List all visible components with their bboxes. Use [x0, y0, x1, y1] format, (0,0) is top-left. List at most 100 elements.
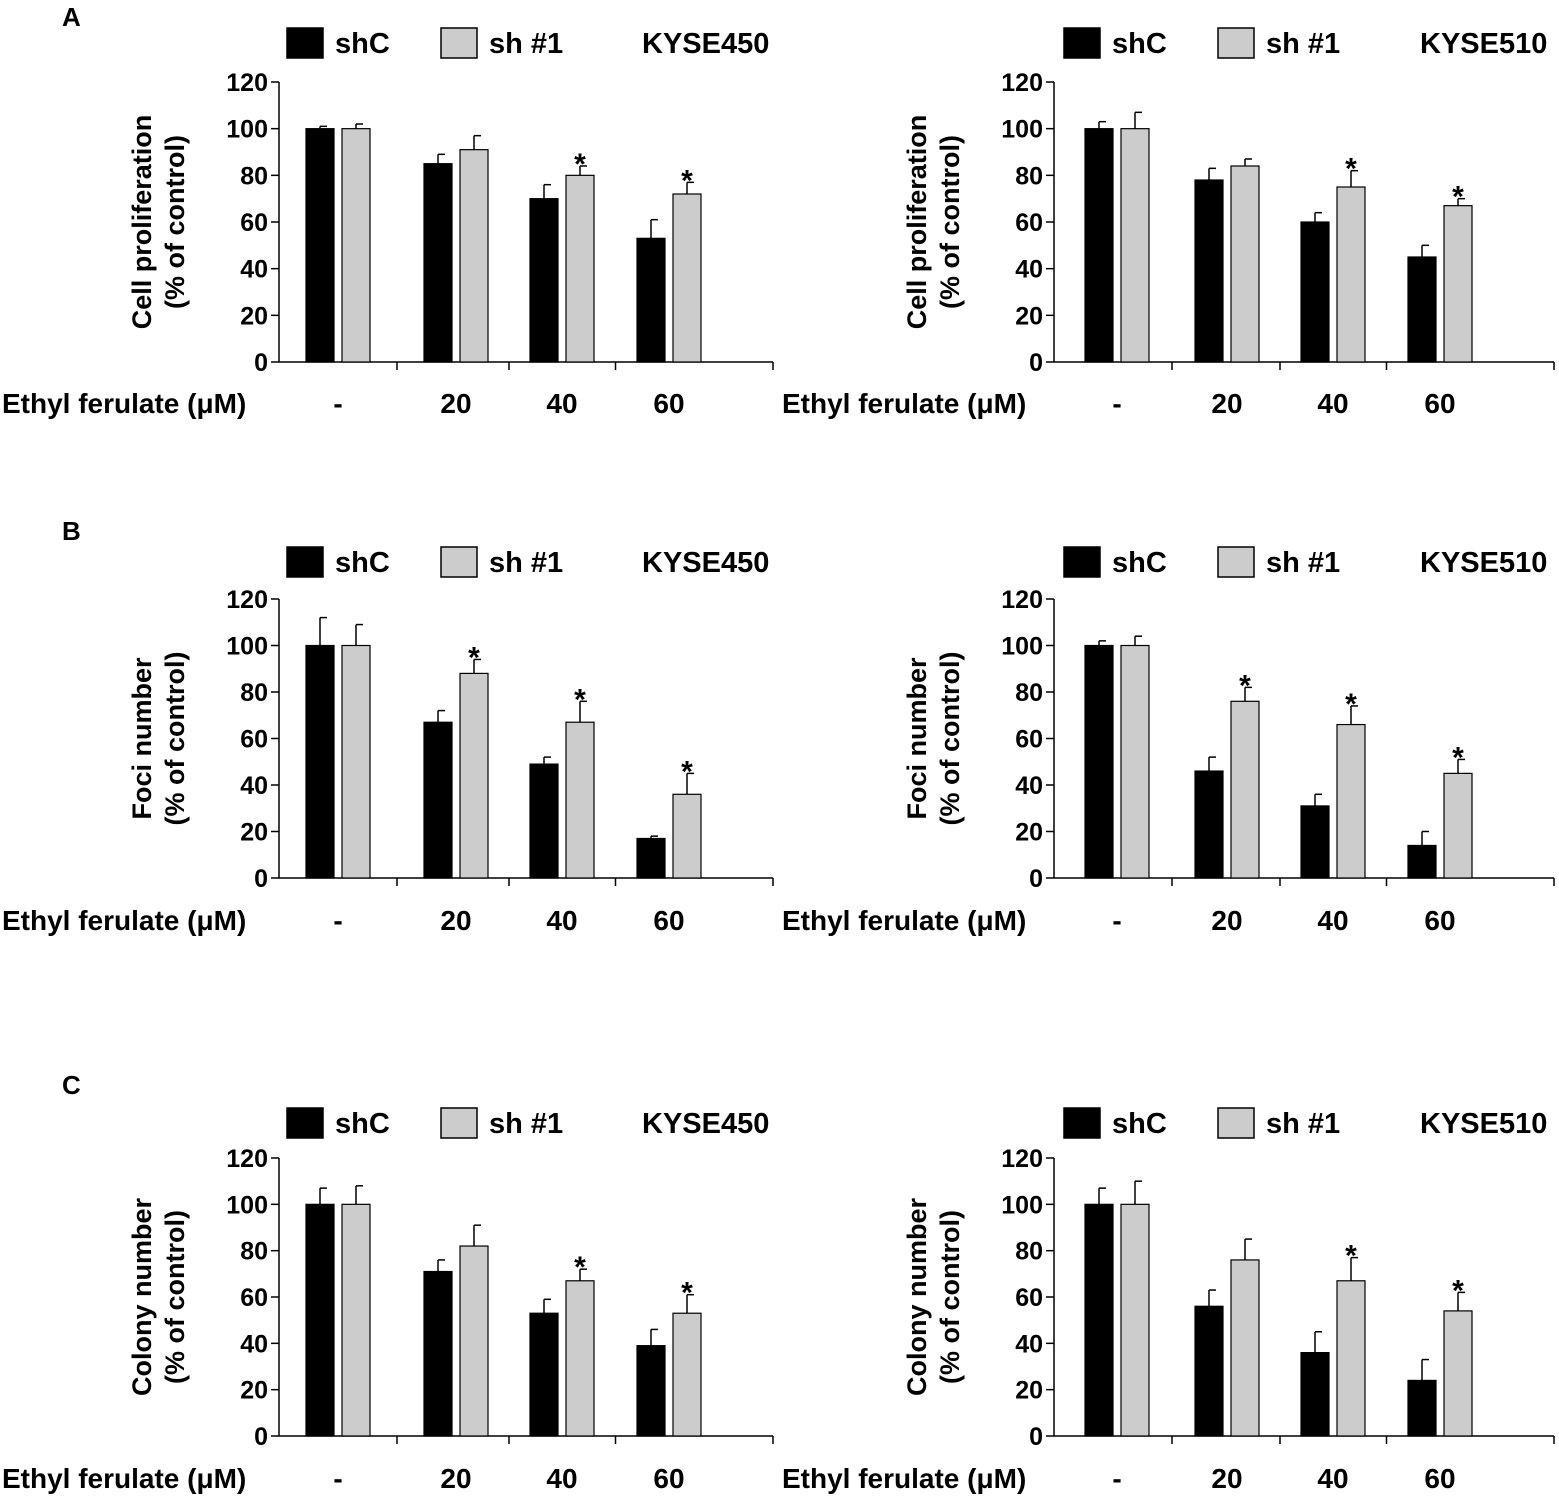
chart-a-kyse510-bar-shc-40 [1300, 221, 1330, 363]
chart-a-kyse510-y-axis-label-line1: Cell proliferation [902, 115, 932, 330]
chart-c-kyse450-x-category-label-2: 40 [546, 1463, 577, 1494]
chart-b-kyse510-bar-sh1-20 [1230, 700, 1260, 879]
chart-b-kyse450-bar-shc-ctrl [305, 644, 335, 879]
chart-b-kyse510-significance-sh1-40: * [1345, 688, 1357, 721]
chart-b-kyse510-bar-shc-60 [1407, 844, 1437, 879]
chart-c-kyse510-x-category-label-1: 20 [1211, 1463, 1242, 1494]
chart-b-kyse510-y-axis-label-line1: Foci number [902, 657, 932, 820]
chart-c-kyse450-bar-shc-60 [636, 1345, 666, 1437]
chart-a-kyse450-legend-label-shc: shC [335, 28, 390, 60]
chart-c-kyse510-bar-shc-40 [1300, 1351, 1330, 1437]
chart-c-kyse510-legend-swatch-shc [1063, 1107, 1101, 1139]
chart-c-kyse450-bar-sh1-40 [565, 1280, 595, 1437]
chart-a-kyse450-y-tick-label-40: 40 [240, 256, 268, 284]
chart-b-kyse450-y-axis-label-line2: (% of control) [160, 652, 190, 826]
chart-b-kyse450-bar-sh1-60 [672, 793, 702, 879]
chart-c-kyse450-legend-swatch-sh1 [440, 1107, 478, 1139]
chart-c-kyse450-y-tick-label-80: 80 [240, 1238, 268, 1266]
chart-b-kyse510-significance-sh1-20: * [1239, 669, 1251, 702]
chart-b-kyse510-x-category-label-3: 60 [1424, 905, 1455, 936]
chart-b-kyse450-significance-sh1-60: * [681, 755, 693, 788]
chart-a-kyse450-bar-shc-40 [529, 198, 559, 363]
chart-a-kyse450-bar-sh1-20 [459, 149, 489, 363]
chart-c-kyse450-x-category-label-1: 20 [440, 1463, 471, 1494]
chart-a-kyse450-legend-label-sh1: sh #1 [489, 28, 563, 60]
chart-c-kyse450-x-row-label: Ethyl ferulate (μM) [2, 1463, 246, 1494]
chart-b-kyse510-y-tick-label-60: 60 [1015, 726, 1043, 754]
chart-c-kyse510-legend-label-shc: shC [1112, 1108, 1167, 1140]
chart-a-kyse510-legend-label-sh1: sh #1 [1266, 28, 1340, 60]
chart-b-kyse510-y-tick-label-0: 0 [1029, 865, 1043, 893]
chart-a-kyse510-legend-swatch-shc [1063, 27, 1101, 59]
chart-b-kyse450-y-axis-label-line1: Foci number [127, 657, 157, 820]
chart-a-kyse510-x-category-label-1: 20 [1211, 388, 1242, 419]
chart-a-kyse510-bar-sh1-40 [1336, 186, 1366, 363]
chart-a-kyse450-x-category-label-1: 20 [440, 388, 471, 419]
chart-b-kyse450-y-tick-label-80: 80 [240, 679, 268, 707]
chart-b-kyse510-x-row-label: Ethyl ferulate (μM) [782, 905, 1026, 936]
chart-b-kyse450-x-category-label-0: - [333, 905, 342, 936]
chart-c-kyse450-significance-sh1-60: * [681, 1277, 693, 1310]
chart-c-kyse510-bar-sh1-ctrl [1120, 1203, 1150, 1437]
chart-a-kyse450-x-row-label: Ethyl ferulate (μM) [2, 388, 246, 419]
chart-c-kyse450-x-category-label-3: 60 [653, 1463, 684, 1494]
chart-a-kyse450-y-tick-label-120: 120 [226, 69, 268, 97]
chart-b-kyse450-x-category-label-3: 60 [653, 905, 684, 936]
chart-a-kyse510-significance-sh1-60: * [1452, 181, 1464, 214]
chart-a-kyse450-y-tick-label-100: 100 [226, 116, 268, 144]
chart-c-kyse510-x-row-label: Ethyl ferulate (μM) [782, 1463, 1026, 1494]
chart-a-kyse450-bar-shc-20 [423, 163, 453, 363]
chart-b-kyse510-bar-sh1-60 [1443, 772, 1473, 879]
chart-c-kyse450-bar-shc-40 [529, 1312, 559, 1437]
chart-a-kyse510-bar-shc-ctrl [1084, 128, 1114, 363]
chart-b-kyse450-legend-label-sh1: sh #1 [489, 547, 563, 579]
chart-c-kyse450-legend-label-sh1: sh #1 [489, 1108, 563, 1140]
chart-a-kyse510-x-row-label: Ethyl ferulate (μM) [782, 388, 1026, 419]
chart-c-kyse510-legend-label-sh1: sh #1 [1266, 1108, 1340, 1140]
chart-b-kyse450-significance-sh1-20: * [468, 641, 480, 674]
chart-a-kyse450-legend-swatch-sh1 [440, 27, 478, 59]
chart-b-kyse510-legend-label-shc: shC [1112, 547, 1167, 579]
chart-a-kyse450-x-category-label-2: 40 [546, 388, 577, 419]
chart-b-kyse510-y-tick-label-20: 20 [1015, 819, 1043, 847]
chart-a-kyse450-y-tick-label-20: 20 [240, 302, 268, 330]
chart-c-kyse450-y-tick-label-0: 0 [254, 1423, 268, 1451]
chart-b-kyse510-legend-swatch-shc [1063, 546, 1101, 578]
chart-c-kyse510-bar-shc-60 [1407, 1379, 1437, 1437]
chart-b-kyse450-y-tick-label-40: 40 [240, 772, 268, 800]
chart-b-kyse510-y-tick-label-100: 100 [1001, 633, 1043, 661]
chart-b-kyse510-legend-label-sh1: sh #1 [1266, 547, 1340, 579]
chart-b-kyse450-bar-sh1-40 [565, 721, 595, 879]
chart-c-kyse450-y-axis-label-line1: Colony number [127, 1198, 157, 1396]
chart-b-kyse510-bar-shc-20 [1194, 770, 1224, 879]
chart-b-kyse510-bar-shc-ctrl [1084, 644, 1114, 879]
chart-c-kyse510-significance-sh1-40: * [1345, 1240, 1357, 1273]
chart-b-kyse510-x-category-label-2: 40 [1317, 905, 1348, 936]
chart-b-kyse510-cell-line-label: KYSE510 [1420, 547, 1547, 579]
chart-c-kyse450-y-tick-label-40: 40 [240, 1330, 268, 1358]
chart-a-kyse510-bar-sh1-ctrl [1120, 128, 1150, 363]
chart-a-kyse450-y-tick-label-60: 60 [240, 209, 268, 237]
chart-c-kyse510-bar-shc-ctrl [1084, 1203, 1114, 1437]
chart-b-kyse510-bar-sh1-40 [1336, 723, 1366, 879]
panel-letter-c: C [62, 1070, 81, 1100]
chart-b-kyse450-x-category-label-1: 20 [440, 905, 471, 936]
chart-a-kyse510-bar-sh1-60 [1443, 205, 1473, 363]
chart-c-kyse450-y-tick-label-100: 100 [226, 1191, 268, 1219]
chart-a-kyse510-cell-line-label: KYSE510 [1420, 28, 1547, 60]
chart-a-kyse510-legend-label-shc: shC [1112, 28, 1167, 60]
chart-a-kyse510-significance-sh1-40: * [1345, 153, 1357, 186]
chart-c-kyse450-x-category-label-0: - [333, 1463, 342, 1494]
chart-c-kyse450-bar-shc-ctrl [305, 1203, 335, 1437]
chart-a-kyse510-y-tick-label-80: 80 [1015, 162, 1043, 190]
chart-a-kyse510-bar-shc-60 [1407, 256, 1437, 363]
chart-a-kyse450-bar-sh1-ctrl [341, 128, 371, 363]
chart-a-kyse510-x-category-label-3: 60 [1424, 388, 1455, 419]
chart-b-kyse450-x-category-label-2: 40 [546, 905, 577, 936]
chart-a-kyse510-y-tick-label-120: 120 [1001, 69, 1043, 97]
chart-b-kyse510-x-category-label-1: 20 [1211, 905, 1242, 936]
chart-a-kyse450-x-category-label-3: 60 [653, 388, 684, 419]
chart-b-kyse510-y-tick-label-80: 80 [1015, 679, 1043, 707]
chart-b-kyse450-y-tick-label-0: 0 [254, 865, 268, 893]
